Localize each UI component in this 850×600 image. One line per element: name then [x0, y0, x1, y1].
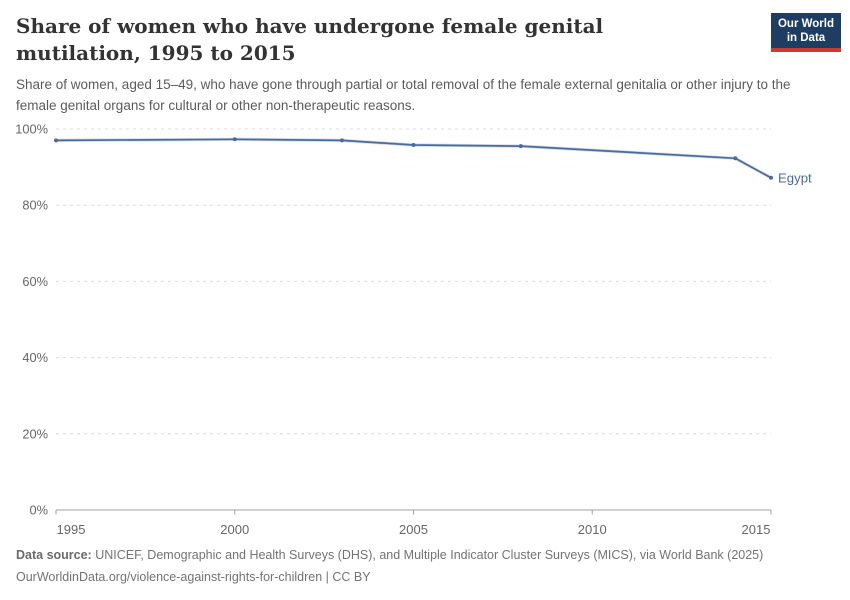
data-point — [733, 156, 738, 161]
data-point — [340, 138, 344, 143]
y-axis-tick-label: 40% — [22, 350, 48, 365]
data-source-label: Data source: — [16, 548, 92, 562]
owid-logo-line2: in Data — [786, 32, 826, 44]
y-axis-tick-label: 60% — [22, 274, 48, 289]
gridlines-group: 0% 20% 40% 60% 80% 100% — [15, 122, 771, 518]
data-source-line: Data source: UNICEF, Demographic and Hea… — [16, 547, 826, 563]
x-axis-tick-label: 1995 — [57, 522, 86, 537]
data-point — [769, 175, 773, 180]
owid-logo[interactable]: Our World in Data — [771, 13, 841, 52]
data-source-text: UNICEF, Demographic and Health Surveys (… — [95, 548, 764, 562]
footer-license-line: OurWorldinData.org/violence-against-righ… — [16, 569, 826, 585]
footer-link[interactable]: OurWorldinData.org/violence-against-righ… — [16, 570, 323, 584]
y-axis-tick-label: 80% — [22, 198, 48, 213]
y-axis-tick-label: 0% — [30, 503, 49, 518]
data-point — [54, 138, 58, 143]
series-group: Egypt — [54, 137, 812, 185]
x-axis-group: 1995 2000 2005 2010 2015 — [55, 509, 772, 537]
y-axis-tick-label: 20% — [22, 426, 48, 441]
x-axis-tick-label: 2000 — [220, 522, 249, 537]
series-label: Egypt — [778, 170, 812, 185]
x-axis-tick-label: 2005 — [399, 522, 428, 537]
y-axis-tick-label: 100% — [15, 122, 48, 137]
chart-title: Share of women who have undergone female… — [16, 14, 604, 65]
owid-logo-line1: Our World — [777, 18, 834, 30]
data-point — [411, 143, 416, 147]
footer-license: | CC BY — [325, 570, 371, 584]
chart-subtitle: Share of women, aged 15–49, who have gon… — [16, 77, 791, 113]
data-point — [518, 144, 523, 149]
data-point — [232, 137, 237, 142]
x-axis-tick-label: 2010 — [578, 522, 607, 537]
x-axis-tick-label: 2015 — [742, 522, 771, 537]
